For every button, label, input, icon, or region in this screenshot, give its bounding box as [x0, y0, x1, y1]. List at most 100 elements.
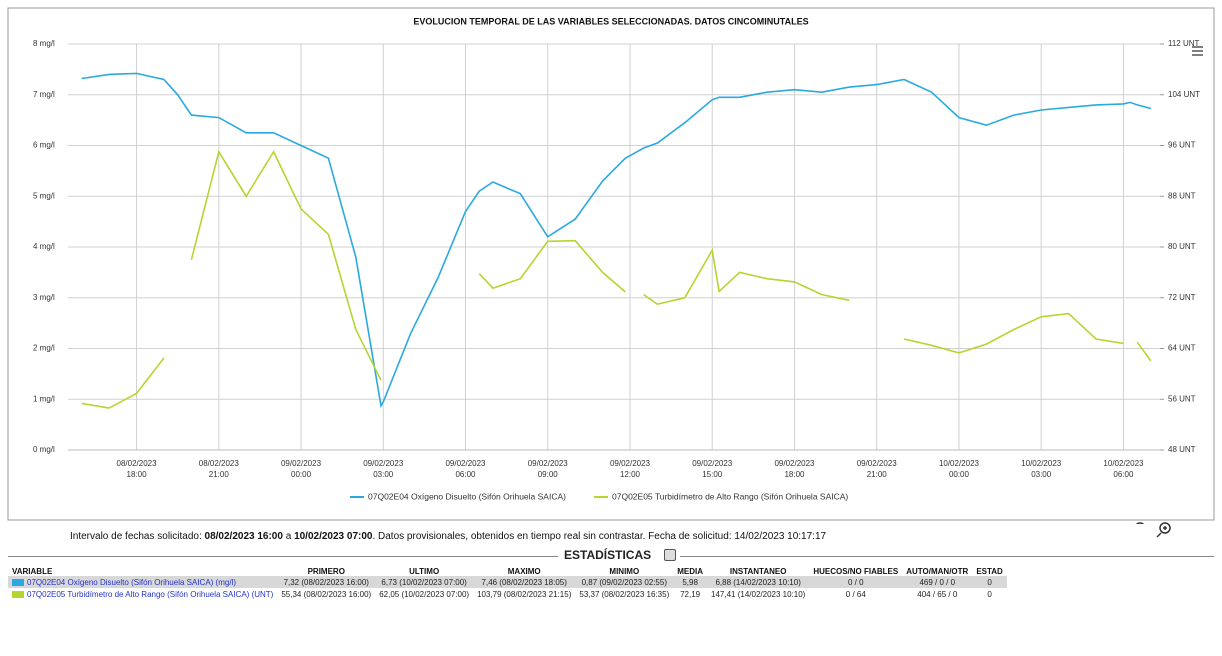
y-tick-label: 0 mg/l — [33, 445, 55, 454]
chart-frame — [7, 7, 1215, 521]
chart-title: EVOLUCION TEMPORAL DE LAS VARIABLES SELE… — [413, 16, 808, 26]
column-header: VARIABLE — [12, 566, 53, 576]
y-tick-label: 1 mg/l — [33, 394, 55, 403]
cell-text: 0 / 64 — [845, 589, 866, 599]
y2-tick-label: 80 UNT — [1168, 242, 1196, 251]
stats-cell: 404 / 65 / 0 — [902, 588, 972, 600]
y2-tick-label: 104 UNT — [1168, 90, 1200, 99]
cell-text: 7,32 (08/02/2023 16:00) — [283, 577, 369, 587]
legend-label: 07Q02E05 Turbidímetro de Alto Rango (Sif… — [612, 491, 848, 501]
column-header: ESTAD — [976, 566, 1003, 576]
zoom-lens[interactable] — [1135, 522, 1145, 524]
x-tick-label: 09/02/2023 06:00 — [445, 459, 486, 479]
rule — [8, 556, 558, 557]
stats-cell: 6,88 (14/02/2023 10:10) — [707, 576, 810, 588]
column-header: MEDIA — [677, 566, 704, 576]
zoom-handle[interactable] — [1156, 526, 1167, 538]
y2-tick-label: 96 UNT — [1168, 141, 1196, 150]
column-header: ULTIMO — [409, 566, 440, 576]
stats-title: ESTADÍSTICAS — [564, 548, 652, 562]
stats-cell: 7,46 (08/02/2023 18:05) — [473, 576, 576, 588]
x-tick-label: 09/02/2023 03:00 — [363, 459, 404, 479]
stats-cell: 103,79 (08/02/2023 21:15) — [473, 588, 575, 600]
cell-text: 53,37 (08/02/2023 16:35) — [579, 589, 670, 599]
cell-text: 103,79 (08/02/2023 21:15) — [477, 589, 572, 599]
stats-cell: 72,19 — [673, 588, 707, 600]
zoom-out[interactable] — [1132, 522, 1145, 524]
stats-cell: 0,87 (09/02/2023 02:55) — [575, 576, 674, 588]
zoom-in[interactable] — [1154, 520, 1176, 542]
info-middle: a — [285, 531, 292, 542]
cell-text: 62,05 (10/02/2023 07:00) — [379, 589, 470, 599]
x-tick-label: 09/02/2023 15:00 — [692, 459, 733, 479]
stats-cell: 147,41 (14/02/2023 10:10) — [707, 588, 809, 600]
series-line — [81, 72, 1152, 409]
x-tick-label: 10/02/2023 06:00 — [1103, 459, 1144, 479]
request-info: Intervalo de fechas solicitado: 08/02/20… — [70, 531, 826, 542]
cell-text: 07Q02E05 Turbidímetro de Alto Rango (Sif… — [27, 589, 274, 599]
series-swatch — [12, 578, 24, 586]
x-tick-label: 09/02/2023 18:00 — [774, 459, 815, 479]
column-header: AUTO/MAN/OTR — [906, 566, 969, 576]
column-header: INSTANTANEO — [729, 566, 787, 576]
stats-row: 07Q02E05 Turbidímetro de Alto Rango (Sif… — [8, 588, 1007, 600]
stats-row: 07Q02E04 Oxígeno Disuelto (Sifón Orihuel… — [8, 576, 1007, 588]
stats-cell: 0 — [972, 588, 1007, 600]
stats-cell: 0 / 0 — [809, 576, 903, 588]
cell-text: 55,34 (08/02/2023 16:00) — [281, 589, 372, 599]
cell-text: 07Q02E04 Oxígeno Disuelto (Sifón Orihuel… — [27, 577, 236, 587]
column-header: MAXIMO — [507, 566, 541, 576]
y2-tick-label: 88 UNT — [1168, 191, 1196, 200]
info-suffix: . Datos provisionales, obtenidos en tiem… — [372, 531, 827, 542]
x-tick-label: 09/02/2023 00:00 — [281, 459, 322, 479]
x-tick-label: 10/02/2023 03:00 — [1021, 459, 1062, 479]
y2-tick-label: 112 UNT — [1168, 39, 1200, 48]
y-tick-label: 2 mg/l — [33, 344, 55, 353]
info-from: 08/02/2023 16:00 — [204, 531, 283, 542]
cell-text: 7,46 (08/02/2023 18:05) — [481, 577, 567, 587]
zoom-lens[interactable] — [1159, 522, 1171, 534]
cell-text: 0 / 0 — [847, 577, 864, 587]
cell-text: 0 — [987, 589, 992, 599]
stats-cell: 469 / 0 / 0 — [902, 576, 973, 588]
cell-text: 404 / 65 / 0 — [917, 589, 958, 599]
column-header: MINIMO — [609, 566, 640, 576]
column-header: HUECOS/NO FIABLES — [813, 566, 899, 576]
y2-tick-label: 72 UNT — [1168, 293, 1196, 302]
x-tick-label: 10/02/2023 00:00 — [939, 459, 980, 479]
y-tick-label: 4 mg/l — [33, 242, 55, 251]
stats-cell: 6,73 (10/02/2023 07:00) — [375, 576, 474, 588]
stats-table: VARIABLE PRIMERO ULTIMO MAXIMO MINIMO MEDIA IN… — [8, 566, 1007, 600]
stats-cell: 55,34 (08/02/2023 16:00) — [277, 588, 375, 600]
stats-cell: 7,32 (08/02/2023 16:00) — [277, 576, 376, 588]
cell-text: 147,41 (14/02/2023 10:10) — [711, 589, 806, 599]
cell-text: 6,73 (10/02/2023 07:00) — [381, 577, 467, 587]
info-prefix: Intervalo de fechas solicitado: — [70, 531, 202, 542]
y-tick-label: 8 mg/l — [33, 39, 55, 48]
stats-cell: 5,98 — [673, 576, 708, 588]
menu-lines[interactable] — [1192, 46, 1203, 56]
cell-text: 0,87 (09/02/2023 02:55) — [581, 577, 667, 587]
stats-cell[interactable]: 07Q02E05 Turbidímetro de Alto Rango (Sif… — [8, 588, 277, 600]
cell-text: 6,88 (14/02/2023 10:10) — [715, 577, 801, 587]
info-to: 10/02/2023 07:00 — [294, 531, 373, 542]
y-tick-label: 6 mg/l — [33, 141, 55, 150]
legend-label: 07Q02E04 Oxígeno Disuelto (Sifón Orihuel… — [368, 491, 566, 501]
collapse-button[interactable] — [664, 549, 676, 561]
cell-text: 72,19 — [680, 589, 701, 599]
rule — [680, 556, 1214, 557]
stats-cell[interactable]: 07Q02E04 Oxígeno Disuelto (Sifón Orihuel… — [8, 576, 278, 588]
chart: EVOLUCION TEMPORAL DE LAS VARIABLES SELE… — [7, 7, 1215, 524]
menu-icon[interactable] — [1190, 44, 1204, 58]
y-tick-label: 5 mg/l — [33, 191, 55, 200]
x-tick-label: 08/02/2023 21:00 — [199, 459, 240, 479]
header-row: VARIABLE PRIMERO ULTIMO MAXIMO MINIMO MEDIA IN… — [8, 566, 1007, 576]
y-tick-label: 3 mg/l — [33, 293, 55, 302]
x-tick-label: 09/02/2023 21:00 — [857, 459, 898, 479]
x-tick-label: 09/02/2023 12:00 — [610, 459, 651, 479]
stats-cell: 0 — [972, 576, 1007, 588]
series-swatch — [12, 590, 24, 598]
x-tick-label: 08/02/2023 18:00 — [117, 459, 158, 479]
stats-header: ESTADÍSTICAS — [0, 548, 1222, 564]
